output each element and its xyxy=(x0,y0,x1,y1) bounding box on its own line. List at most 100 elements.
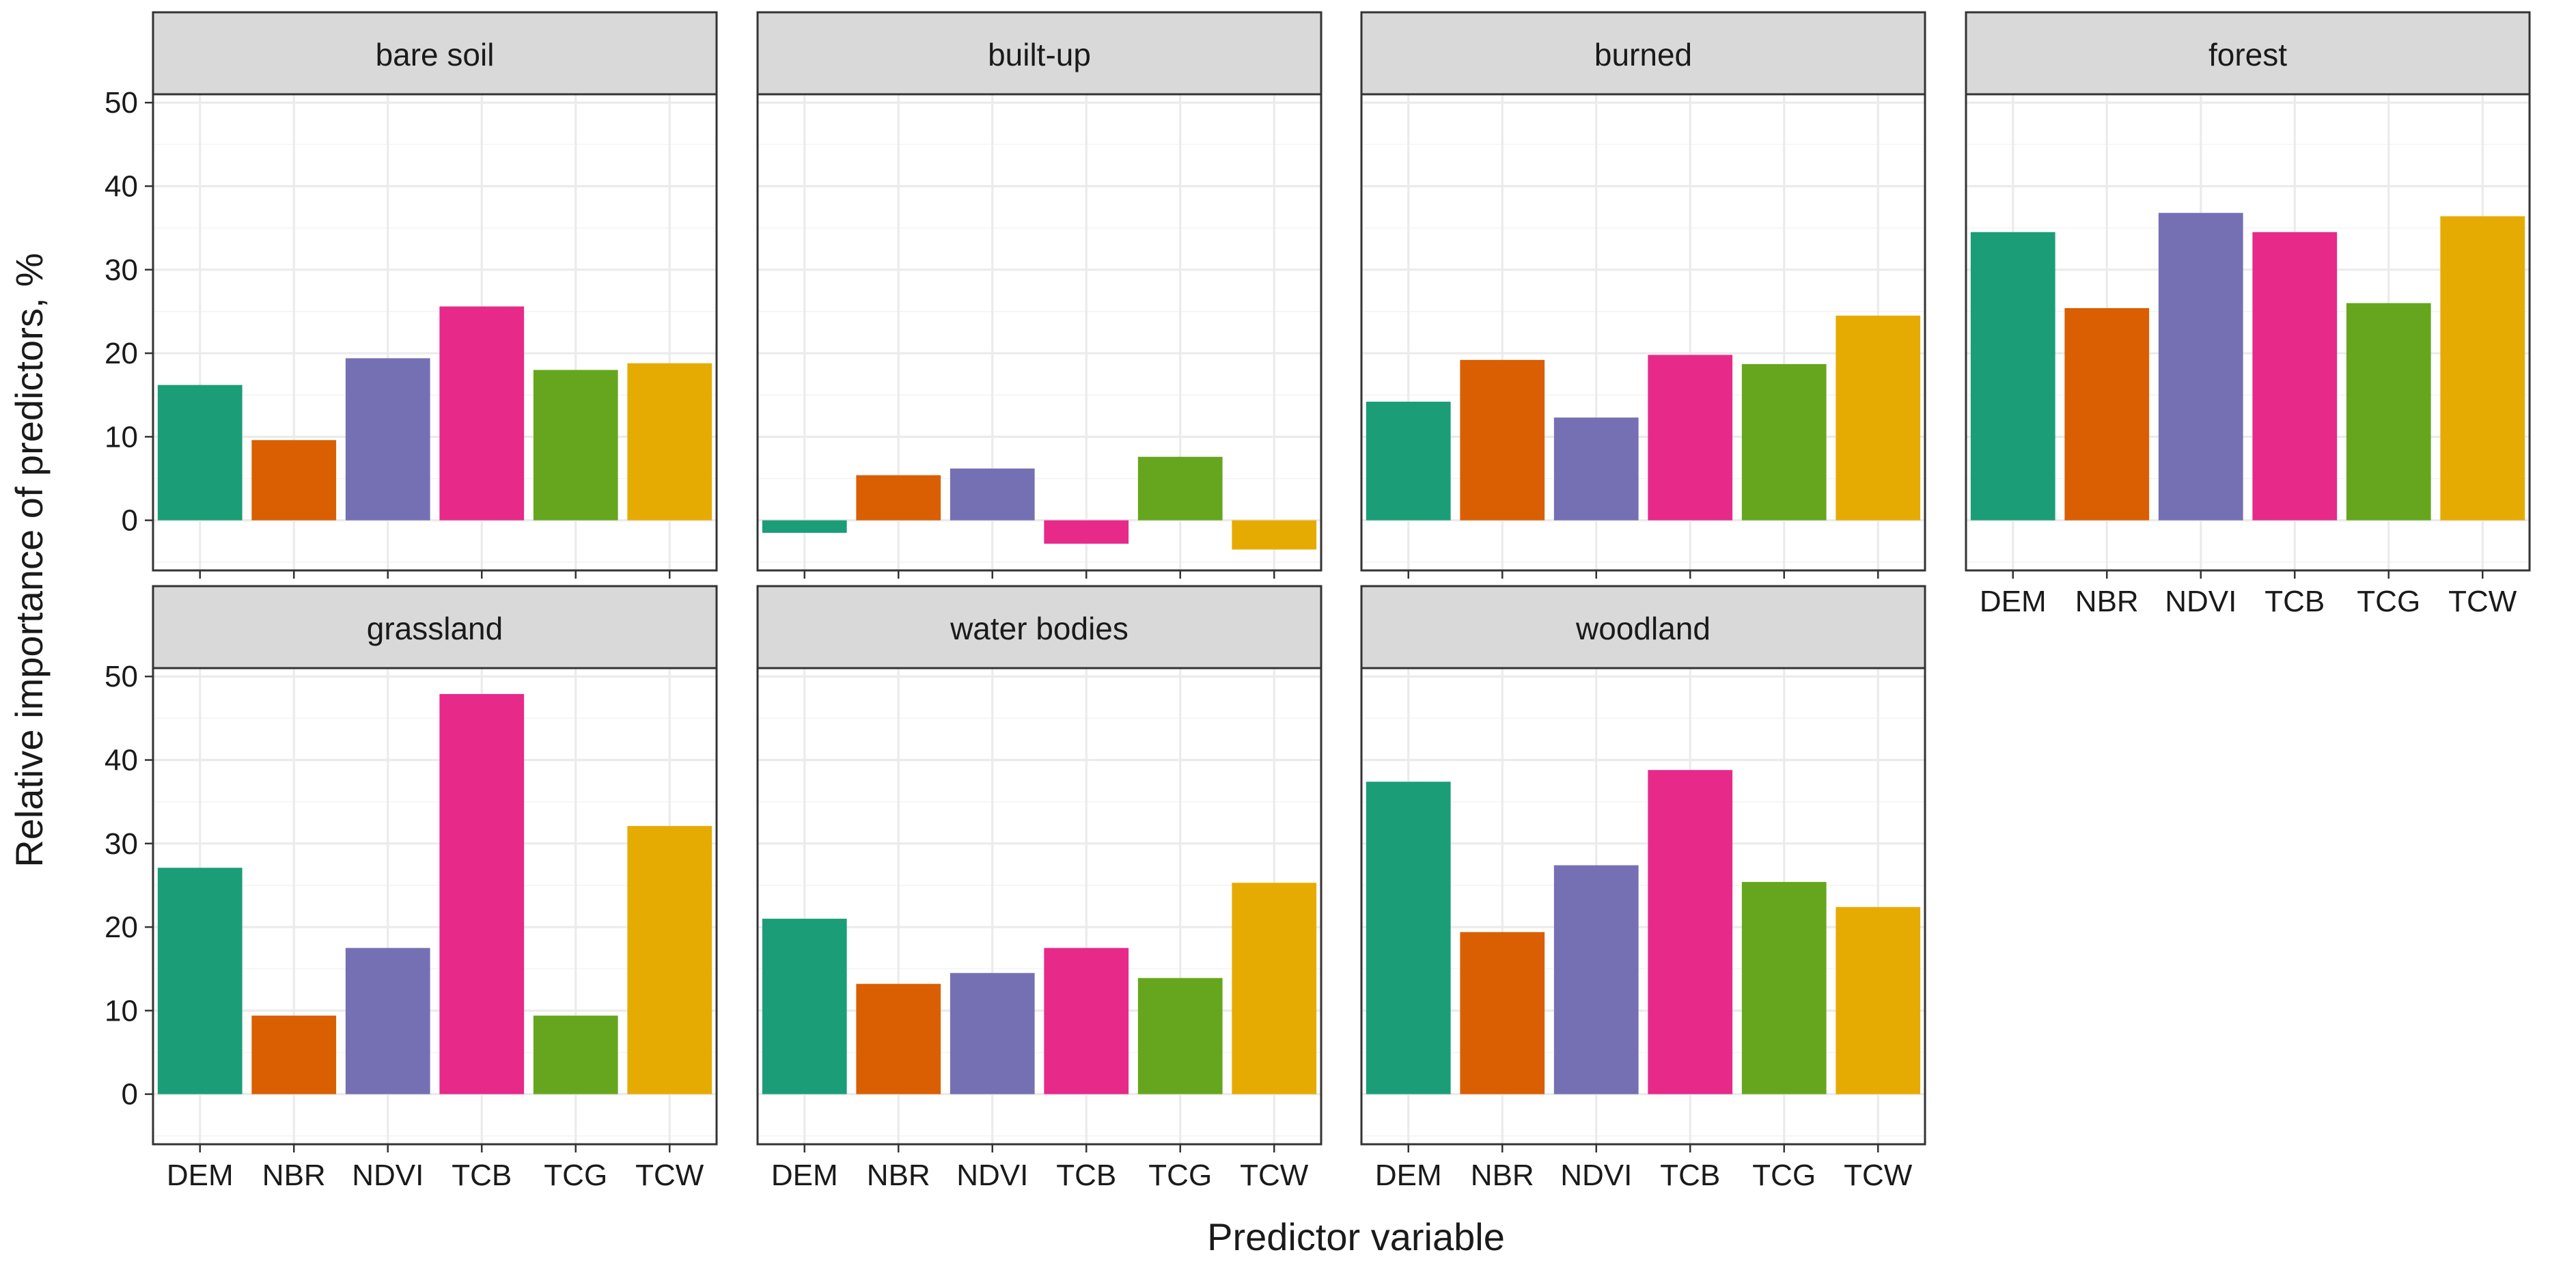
facet-panel: woodland DEM NBR NDVI TCB TCG TCW xyxy=(1360,585,1926,1192)
panel-border xyxy=(1965,93,2531,572)
x-tick-label: TCW xyxy=(1844,1159,1913,1192)
x-tick-label: TCB xyxy=(1056,1159,1116,1192)
panel-background xyxy=(1966,94,2530,570)
facet-strip-label: forest xyxy=(2208,37,2287,72)
bar-tcw xyxy=(2440,216,2525,521)
bar-ndvi xyxy=(345,948,430,1094)
bar-ndvi xyxy=(1553,865,1639,1094)
x-tick-label: NDVI xyxy=(1560,1159,1632,1192)
facet-strip-label: water bodies xyxy=(950,611,1128,646)
bar-tcg xyxy=(1137,456,1223,521)
bar-tcg xyxy=(533,1015,618,1094)
y-tick-label: 10 xyxy=(105,994,138,1027)
x-axis-title: Predictor variable xyxy=(1207,1215,1505,1258)
bar-nbr xyxy=(251,1015,337,1094)
x-tick-label: NDVI xyxy=(956,1159,1028,1192)
x-tick-label: DEM xyxy=(1980,585,2047,618)
bar-nbr xyxy=(1460,359,1545,521)
facet-strip xyxy=(152,11,718,96)
bar-ndvi xyxy=(2158,212,2243,521)
bar-nbr xyxy=(251,440,337,521)
facet-panel: forest DEM NBR NDVI TCB TCG TCW xyxy=(1965,11,2531,618)
bar-tcg xyxy=(2346,303,2431,521)
panel-background xyxy=(153,668,717,1144)
bar-tcb xyxy=(1648,770,1733,1094)
x-tick-label: TCW xyxy=(635,1159,704,1192)
facet-panel: grassland 0 10 20 30 40 50 DEM NBR NDVI TCB TCG TCW xyxy=(105,585,718,1192)
panel-background xyxy=(1361,94,1925,570)
bar-dem xyxy=(157,385,243,521)
x-tick-label: NDVI xyxy=(2165,585,2236,618)
bar-tcw xyxy=(627,363,712,521)
bar-tcg xyxy=(533,370,618,521)
y-tick-label: 0 xyxy=(122,504,138,538)
y-tick-label: 50 xyxy=(105,86,138,120)
panel-border xyxy=(756,667,1322,1146)
x-tick-label: TCG xyxy=(2357,585,2420,618)
facet-strip-label: grassland xyxy=(367,611,503,646)
facet-panels: bare soil 0 10 20 30 40 50 built-up burned forest… xyxy=(105,11,2531,1192)
bar-tcb xyxy=(2252,232,2338,521)
y-tick-label: 30 xyxy=(105,827,138,861)
facet-panel: water bodies DEM NBR NDVI TCB TCG TCW xyxy=(756,585,1322,1192)
panel-background xyxy=(758,94,1321,570)
bar-tcg xyxy=(1137,978,1223,1094)
x-tick-label: NBR xyxy=(262,1159,326,1192)
x-tick-label: TCG xyxy=(544,1159,607,1192)
y-tick-label: 0 xyxy=(122,1078,138,1111)
x-tick-label: NBR xyxy=(867,1159,930,1192)
y-tick-label: 40 xyxy=(105,170,138,204)
bar-dem xyxy=(1366,401,1451,521)
facet-strip xyxy=(1360,585,1926,669)
bar-tcw xyxy=(1836,907,1921,1094)
panel-border xyxy=(1360,667,1926,1146)
y-tick-label: 20 xyxy=(105,337,138,370)
bar-ndvi xyxy=(950,468,1035,521)
facet-panel: built-up xyxy=(756,11,1322,579)
facet-panel: burned xyxy=(1360,11,1926,579)
bar-nbr xyxy=(1460,932,1545,1094)
bar-tcg xyxy=(1741,363,1827,521)
y-tick-label: 50 xyxy=(105,660,138,693)
bar-tcw xyxy=(1232,520,1317,550)
bar-ndvi xyxy=(950,973,1035,1094)
panel-background xyxy=(153,94,717,570)
facet-strip xyxy=(1965,11,2531,96)
x-tick-label: NDVI xyxy=(352,1159,424,1192)
bar-dem xyxy=(1970,232,2055,521)
panel-border xyxy=(152,93,718,572)
x-tick-label: DEM xyxy=(1375,1159,1442,1192)
bar-ndvi xyxy=(1553,417,1639,521)
x-tick-label: NBR xyxy=(1471,1159,1534,1192)
panel-background xyxy=(758,668,1321,1144)
x-tick-label: NBR xyxy=(2075,585,2139,618)
bar-ndvi xyxy=(345,358,430,521)
bar-tcw xyxy=(1232,883,1317,1094)
x-tick-label: TCB xyxy=(1660,1159,1720,1192)
bar-tcb xyxy=(439,306,525,521)
bar-tcb xyxy=(1044,520,1129,544)
x-tick-label: TCW xyxy=(1240,1159,1309,1192)
bar-tcw xyxy=(627,826,712,1094)
bar-tcb xyxy=(439,693,525,1094)
panel-background xyxy=(1361,668,1925,1144)
x-tick-label: TCB xyxy=(452,1159,512,1192)
panel-border xyxy=(1360,93,1926,572)
facet-strip-label: bare soil xyxy=(376,37,495,72)
x-tick-label: TCG xyxy=(1148,1159,1212,1192)
y-tick-label: 10 xyxy=(105,420,138,454)
bar-nbr xyxy=(2064,308,2150,521)
facet-strip xyxy=(756,585,1322,669)
panel-border xyxy=(152,667,718,1146)
facet-strip-label: woodland xyxy=(1575,611,1711,646)
x-tick-label: TCG xyxy=(1752,1159,1816,1192)
x-tick-label: TCW xyxy=(2448,585,2517,618)
facet-strip-label: burned xyxy=(1594,37,1692,72)
bar-tcb xyxy=(1044,948,1129,1094)
bar-tcb xyxy=(1648,355,1733,521)
bar-tcw xyxy=(1836,316,1921,521)
bar-nbr xyxy=(856,984,941,1094)
facet-panel: bare soil 0 10 20 30 40 50 xyxy=(105,11,718,579)
x-tick-label: DEM xyxy=(167,1159,234,1192)
